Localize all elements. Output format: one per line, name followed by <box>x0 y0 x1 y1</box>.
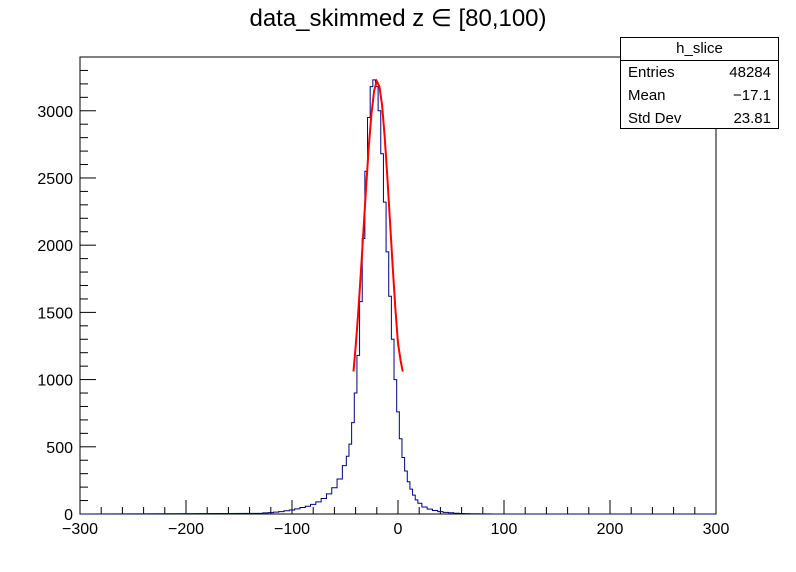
stats-row-entries: Entries 48284 <box>621 61 778 84</box>
mean-value: −17.1 <box>733 87 771 104</box>
y-tick-label: 3000 <box>37 104 73 121</box>
stats-box-title: h_slice <box>621 38 778 61</box>
y-tick-label: 2000 <box>37 238 73 255</box>
chart-title: data_skimmed z ∈ [80,100) <box>249 5 547 32</box>
histogram-series <box>79 79 716 515</box>
y-tick-label: 1000 <box>37 373 73 390</box>
mean-label: Mean <box>628 87 666 104</box>
x-tick-label: 100 <box>491 521 518 538</box>
stats-box: h_slice Entries 48284 Mean −17.1 Std Dev… <box>620 37 779 129</box>
stats-row-stddev: Std Dev 23.81 <box>621 107 778 130</box>
y-tick-label: 2500 <box>37 171 73 188</box>
entries-value: 48284 <box>729 64 771 81</box>
entries-label: Entries <box>628 64 675 81</box>
stddev-value: 23.81 <box>733 110 771 127</box>
y-tick-label: 500 <box>46 440 73 457</box>
stddev-label: Std Dev <box>628 110 682 127</box>
y-tick-label: 0 <box>64 507 73 524</box>
x-tick-label: 200 <box>597 521 624 538</box>
fit-curve <box>352 78 404 372</box>
x-tick-label: 300 <box>703 521 730 538</box>
x-tick-label: −200 <box>168 521 204 538</box>
x-tick-label: 0 <box>394 521 403 538</box>
axis-ticks: −300 −200 −100 0 100 200 300050010001500200025… <box>37 56 730 538</box>
y-tick-label: 1500 <box>37 305 73 322</box>
x-tick-label: −300 <box>62 521 98 538</box>
x-tick-label: −100 <box>274 521 310 538</box>
fit-line <box>352 78 404 372</box>
histogram-bars <box>79 79 716 515</box>
stats-row-mean: Mean −17.1 <box>621 84 778 107</box>
